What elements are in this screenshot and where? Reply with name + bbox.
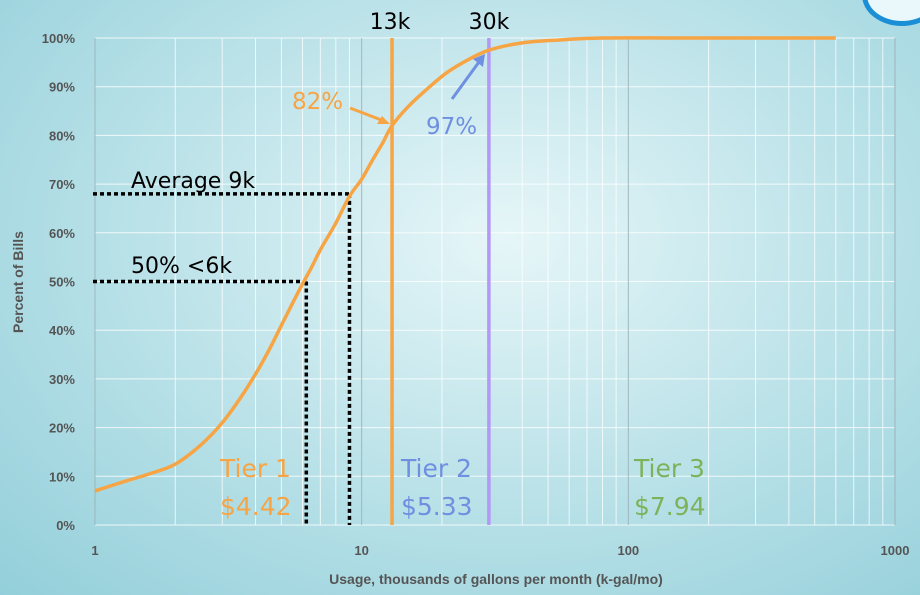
y-tick-label: 80% [49,128,75,143]
y-tick-label: 100% [42,31,76,46]
series-line [94,36,836,493]
ref-label-30k: 30k [469,10,510,35]
y-tick-label: 0% [56,518,75,533]
annotation-average: Average 9k [131,169,255,194]
tier3-name: Tier 3 [633,454,705,483]
x-tick-label: 100 [617,543,639,558]
annotation-97: 97% [426,114,477,140]
y-tick-label: 30% [49,372,75,387]
x-tick-label: 1000 [881,543,910,558]
tier1-price: $4.42 [220,492,292,521]
arrow-82 [349,106,385,123]
y-tick-label: 50% [49,275,75,290]
ref-label-13k: 13k [370,10,411,35]
y-axis-title: Percent of Bills [10,231,26,333]
y-tick-label: 10% [49,469,75,484]
arrow-97 [450,61,481,100]
arrow-97-head [473,54,485,67]
x-axis-title: Usage, thousands of gallons per month (k… [329,571,663,587]
tier2-price: $5.33 [401,492,473,521]
tier3-price: $7.94 [634,492,706,521]
arrow-82-head [377,116,390,124]
x-tick-label: 10 [354,543,368,558]
tick-labels: 0% 10% 20% 30% 40% 50% 60% 70% 80% 90% 100% 1 10 100 1… [42,31,910,558]
y-tick-label: 70% [49,177,75,192]
tier1-name: Tier 1 [219,454,291,483]
y-tick-label: 60% [49,226,75,241]
y-tick-label: 90% [49,80,75,95]
y-tick-label: 40% [49,323,75,338]
annotation-median: 50% <6k [131,254,232,279]
y-tick-label: 20% [49,421,75,436]
x-tick-label: 1 [91,543,98,558]
reference-lines [390,38,491,525]
dotted-guides [93,192,352,525]
tier2-name: Tier 2 [400,454,472,483]
annotation-82: 82% [292,89,343,115]
